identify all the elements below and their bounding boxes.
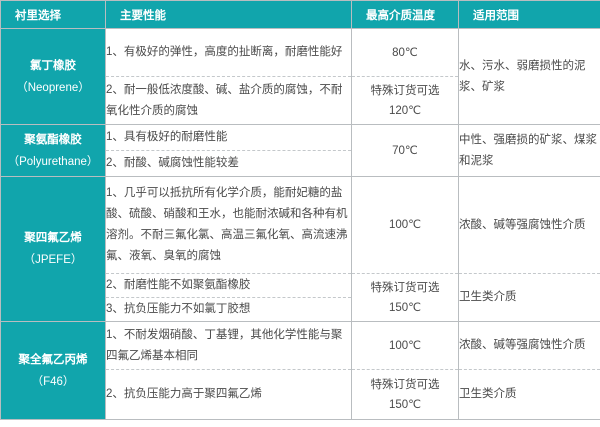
scope-cell: 浓酸、碱等强腐蚀性介质: [458, 321, 600, 370]
temperature-cell: 特殊订货可选 150℃: [351, 273, 459, 322]
table-row: 聚全氟乙丙烯 （F46） 1、不耐发烟硝酸、丁基锂，其他化学性能与聚四氟乙烯基本…: [0, 321, 600, 420]
material-name-en: （JPEFE）: [23, 254, 83, 266]
temperature-cell: 100℃: [351, 176, 459, 274]
material-name-en: （F46）: [31, 375, 75, 388]
temperature-line-2: 120℃: [388, 104, 422, 117]
material-name-cn: 聚四氟乙烯: [24, 232, 82, 244]
temperature-line-1: 特殊订货可选: [370, 281, 440, 294]
performance-cell: 1、具有极好的耐磨性能: [105, 124, 352, 151]
temperature-line-2: 150℃: [388, 301, 422, 314]
material-cell-neoprene: 氯丁橡胶 （Neoprene）: [0, 28, 106, 125]
temperature-cell: 100℃: [351, 321, 459, 370]
temperature-cell: 70℃: [351, 124, 459, 177]
table-row: 氯丁橡胶 （Neoprene） 1、有极好的弹性，高度的扯断离，耐磨性能好 80…: [0, 28, 600, 125]
table-body: 氯丁橡胶 （Neoprene） 1、有极好的弹性，高度的扯断离，耐磨性能好 80…: [0, 28, 600, 420]
material-cell-f46: 聚全氟乙丙烯 （F46）: [0, 321, 106, 420]
material-cell-jpefe: 聚四氟乙烯 （JPEFE）: [0, 176, 106, 322]
material-name-en: （Polyurethane）: [7, 155, 99, 168]
temperature-cell: 80℃: [351, 28, 459, 77]
performance-cell: 2、耐酸、碱腐蚀性能较差: [105, 150, 352, 177]
table-row: 聚四氟乙烯 （JPEFE） 1、几乎可以抵抗所有化学介质，能耐妃糖的盐酸、硫酸、…: [0, 176, 600, 322]
material-name-cn: 氯丁橡胶: [30, 59, 76, 72]
material-name-cn: 聚全氟乙丙烯: [18, 353, 88, 366]
temperature-line-1: 特殊订货可选: [370, 84, 440, 97]
performance-cell: 2、耐磨性能不如聚氨酯橡胶: [105, 273, 352, 298]
material-name-en: （Neoprene）: [16, 81, 90, 94]
column-header-lining-selection: 衬里选择: [0, 0, 106, 29]
performance-cell: 3、抗负压能力不如氯丁胶想: [105, 297, 352, 322]
scope-cell: 浓酸、碱等强腐蚀性介质: [458, 176, 600, 274]
temperature-cell: 特殊订货可选 150℃: [351, 369, 459, 420]
temperature-line-2: 150℃: [388, 398, 422, 411]
table-header-row: 衬里选择 主要性能 最高介质温度 适用范围: [0, 0, 600, 29]
performance-cell: 1、几乎可以抵抗所有化学介质，能耐妃糖的盐酸、硫酸、硝酸和王水，也能耐浓碱和各种…: [105, 176, 352, 274]
table-row: 2、抗负压能力高于聚四氟乙烯 特殊订货可选 150℃ 卫生类介质: [1, 369, 600, 420]
scope-cell: 中性、强磨损的矿浆、煤浆和泥浆: [458, 124, 600, 177]
performance-cell: 1、不耐发烟硝酸、丁基锂，其他化学性能与聚四氟乙烯基本相同: [105, 321, 352, 370]
performance-cell: 2、抗负压能力高于聚四氟乙烯: [105, 369, 352, 420]
table-row: 2、耐一般低浓度酸、碱、盐介质的腐蚀，不耐氧化性介质的腐蚀 特殊订货可选 120…: [1, 76, 600, 125]
column-header-max-medium-temperature: 最高介质温度: [351, 0, 459, 29]
scope-cell: 卫生类介质: [458, 273, 600, 322]
scope-cell: 水、污水、弱磨损性的泥浆、矿浆: [458, 28, 600, 125]
column-header-applicable-scope: 适用范围: [458, 0, 600, 29]
scope-cell: 卫生类介质: [458, 369, 600, 420]
performance-cell: 1、有极好的弹性，高度的扯断离，耐磨性能好: [105, 28, 352, 77]
temperature-cell: 特殊订货可选 120℃: [351, 76, 459, 125]
table-row: 3、抗负压能力不如氯丁胶想: [1, 297, 600, 322]
column-header-main-performance: 主要性能: [105, 0, 352, 29]
material-name-cn: 聚氨酯橡胶: [24, 133, 82, 146]
performance-cell: 2、耐一般低浓度酸、碱、盐介质的腐蚀，不耐氧化性介质的腐蚀: [105, 76, 352, 125]
table-header: 衬里选择 主要性能 最高介质温度 适用范围: [0, 0, 600, 29]
table-row: 聚氨酯橡胶 （Polyurethane） 1、具有极好的耐磨性能 70℃ 中性、…: [0, 124, 600, 177]
temperature-line-1: 特殊订货可选: [370, 378, 440, 391]
material-cell-polyurethane: 聚氨酯橡胶 （Polyurethane）: [0, 124, 106, 177]
table-row: 2、耐磨性能不如聚氨酯橡胶 特殊订货可选 150℃ 卫生类介质: [1, 273, 600, 322]
